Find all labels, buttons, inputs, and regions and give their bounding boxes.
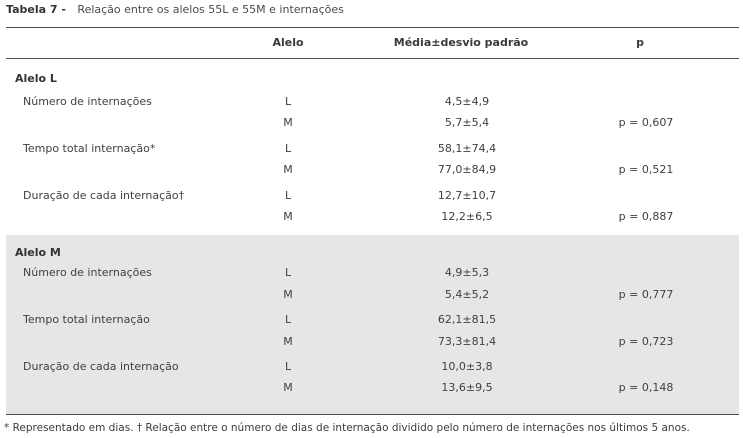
table-header-rule bbox=[6, 58, 739, 59]
variable-label: Número de internações bbox=[23, 95, 152, 108]
variable-label: Número de internações bbox=[23, 266, 152, 279]
table-footnote: * Representado em dias. † Relação entre … bbox=[4, 422, 690, 434]
section-alelo-l: Alelo L Número de internações L 4,5±4,9 … bbox=[6, 59, 739, 235]
table-number: Tabela 7 - bbox=[6, 3, 66, 16]
variable-label: Duração de cada internação bbox=[23, 360, 179, 373]
variable-label: Duração de cada internação† bbox=[23, 189, 185, 202]
variable-label: Tempo total internação* bbox=[23, 142, 156, 155]
section-title: Alelo L bbox=[15, 72, 57, 85]
section-alelo-m: Alelo M Número de internações L 4,9±5,3 … bbox=[6, 235, 739, 414]
table-title: Relação entre os alelos 55L e 55M e inte… bbox=[77, 3, 344, 16]
table-bottom-rule bbox=[6, 414, 739, 415]
variable-label: Tempo total internação bbox=[23, 313, 150, 326]
section-title: Alelo M bbox=[15, 246, 61, 259]
table-caption: Tabela 7 - Relação entre os alelos 55L e… bbox=[6, 3, 344, 17]
table-top-rule bbox=[6, 27, 739, 28]
